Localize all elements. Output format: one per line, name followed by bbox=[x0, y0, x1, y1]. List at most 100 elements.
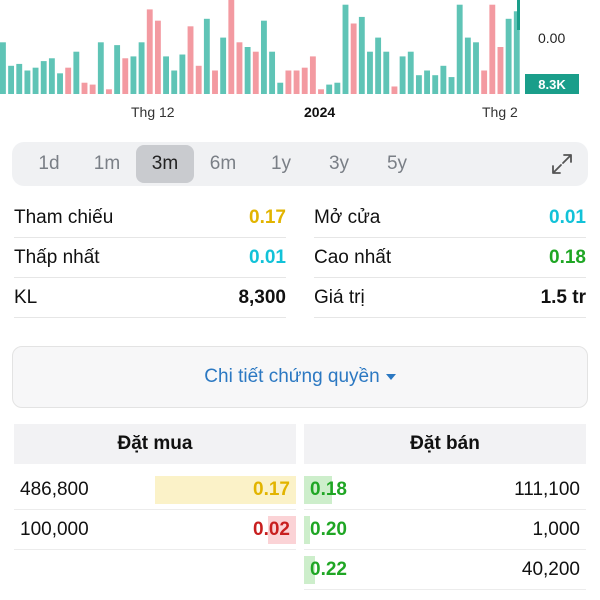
buy-price: 0.02 bbox=[253, 518, 290, 540]
stat-reference: Tham chiếu 0.17 bbox=[14, 198, 286, 238]
volume-bar bbox=[122, 58, 129, 94]
stat-value-traded: Giá trị 1.5 tr bbox=[314, 278, 586, 318]
buy-qty: 100,000 bbox=[20, 518, 89, 540]
buy-depth-bar bbox=[267, 516, 296, 544]
volume-bar bbox=[32, 67, 39, 94]
range-tab-5y[interactable]: 5y bbox=[386, 153, 408, 174]
sell-depth-bar bbox=[304, 556, 316, 584]
expand-icon[interactable] bbox=[550, 152, 574, 176]
volume-chart[interactable] bbox=[0, 0, 600, 100]
volume-bar bbox=[114, 45, 121, 94]
volume-bar bbox=[269, 51, 276, 94]
sell-qty: 40,200 bbox=[521, 558, 580, 580]
volume-bar bbox=[81, 82, 88, 94]
stat-value: 8,300 bbox=[238, 286, 286, 308]
volume-bar bbox=[367, 51, 373, 94]
volume-bar bbox=[424, 70, 430, 94]
volume-bar bbox=[0, 42, 6, 94]
volume-bar bbox=[277, 82, 284, 94]
volume-bar bbox=[309, 56, 316, 94]
buy-price: 0.17 bbox=[253, 478, 290, 500]
sell-depth-bar bbox=[304, 516, 310, 544]
volume-bar bbox=[228, 0, 235, 94]
volume-bar bbox=[236, 42, 243, 94]
volume-bar bbox=[448, 77, 455, 94]
volume-bar bbox=[57, 73, 63, 94]
sell-price: 0.20 bbox=[310, 518, 347, 540]
volume-bar bbox=[440, 65, 447, 94]
volume-bar bbox=[326, 84, 333, 94]
orderbook-sell-row[interactable]: 0.20 1,000 bbox=[304, 510, 586, 550]
stat-low: Thấp nhất 0.01 bbox=[14, 238, 286, 278]
stat-value: 1.5 tr bbox=[540, 286, 586, 308]
volume-bar bbox=[497, 47, 504, 94]
sell-qty: 1,000 bbox=[532, 518, 580, 540]
orderbook-buy-row[interactable]: 100,000 0.02 bbox=[14, 510, 296, 550]
stat-value: 0.17 bbox=[249, 206, 286, 228]
volume-bar bbox=[285, 70, 292, 94]
range-tab-1y[interactable]: 1y bbox=[270, 153, 292, 174]
volume-bar bbox=[179, 54, 186, 94]
volume-bar bbox=[138, 42, 145, 94]
range-tab-6m[interactable]: 6m bbox=[209, 153, 237, 174]
x-axis-label-feb: Thg 2 bbox=[482, 104, 518, 120]
buy-qty: 486,800 bbox=[20, 478, 89, 500]
sell-price: 0.18 bbox=[310, 478, 347, 500]
stat-label: Tham chiếu bbox=[14, 206, 114, 228]
x-axis-label-dec: Thg 12 bbox=[131, 104, 175, 120]
price-axis-label: 0.00 bbox=[538, 30, 566, 46]
volume-bar bbox=[301, 67, 308, 94]
sell-qty: 111,100 bbox=[514, 478, 580, 500]
caret-down-icon bbox=[385, 374, 396, 380]
volume-bar bbox=[383, 51, 390, 94]
volume-bar bbox=[350, 23, 357, 94]
volume-bar bbox=[293, 70, 300, 94]
warrant-details-label: Chi tiết chứng quyền bbox=[204, 366, 380, 387]
range-tab-1d[interactable]: 1d bbox=[38, 153, 60, 174]
range-selector: 1d 1m 3m 6m 1y 3y 5y bbox=[12, 142, 588, 186]
volume-bar bbox=[489, 4, 496, 95]
orderbook-sell-row[interactable]: 0.22 40,200 bbox=[304, 550, 586, 590]
stat-label: Thấp nhất bbox=[14, 246, 100, 268]
orderbook-sell-row[interactable]: 0.18 111,100 bbox=[304, 470, 586, 510]
volume-bar bbox=[358, 16, 365, 95]
sell-price: 0.22 bbox=[310, 558, 347, 580]
volume-bar bbox=[391, 86, 398, 94]
volume-bar bbox=[24, 70, 31, 94]
volume-bar bbox=[16, 63, 23, 94]
orderbook-buy-row[interactable]: 486,800 0.17 bbox=[14, 470, 296, 510]
volume-bar bbox=[252, 51, 259, 94]
volume-bar bbox=[73, 51, 80, 94]
volume-bar bbox=[97, 42, 104, 94]
volume-bar bbox=[375, 37, 382, 94]
volume-badge: 8.3K bbox=[525, 74, 579, 94]
warrant-details-button[interactable]: Chi tiết chứng quyền bbox=[12, 346, 588, 408]
volume-bar bbox=[146, 9, 153, 94]
volume-bar bbox=[130, 56, 137, 94]
stat-label: KL bbox=[14, 286, 38, 308]
volume-bar bbox=[187, 26, 194, 94]
stat-label: Giá trị bbox=[314, 286, 365, 308]
volume-bar bbox=[171, 70, 178, 94]
volume-bar bbox=[89, 84, 96, 94]
stat-label: Cao nhất bbox=[314, 246, 392, 268]
sell-depth-bar bbox=[304, 476, 333, 504]
orderbook-buy-header: Đặt mua bbox=[14, 424, 296, 464]
volume-bar bbox=[106, 89, 112, 94]
volume-bar bbox=[212, 70, 218, 94]
volume-bar bbox=[407, 51, 414, 94]
orderbook-sell-header: Đặt bán bbox=[304, 424, 586, 464]
volume-bar bbox=[220, 37, 227, 94]
buy-depth-bar bbox=[155, 476, 296, 504]
range-tab-3m[interactable]: 3m bbox=[136, 145, 194, 183]
volume-bar bbox=[334, 82, 341, 94]
volume-bar bbox=[513, 11, 520, 95]
volume-bar bbox=[195, 65, 202, 94]
range-tab-1m[interactable]: 1m bbox=[93, 153, 121, 174]
volume-bar bbox=[456, 4, 463, 95]
volume-bar bbox=[505, 18, 512, 94]
volume-bar bbox=[40, 61, 47, 94]
stat-open: Mở cửa 0.01 bbox=[314, 198, 586, 238]
volume-bar bbox=[318, 89, 324, 94]
range-tab-3y[interactable]: 3y bbox=[328, 153, 350, 174]
